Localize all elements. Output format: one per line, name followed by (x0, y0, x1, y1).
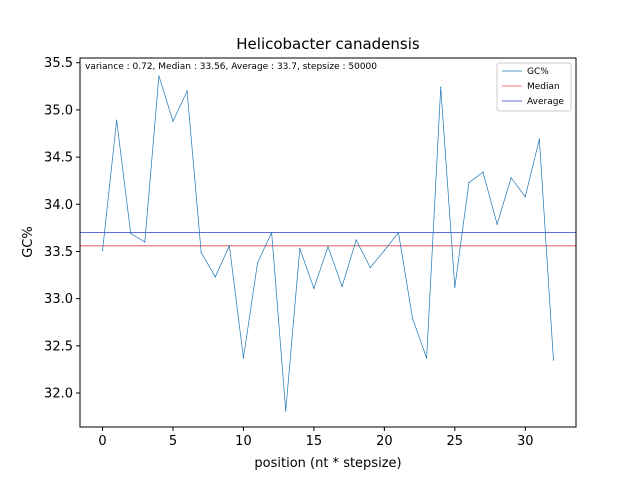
x-axis: 0 5 10 15 20 25 30 (98, 427, 534, 449)
gc-point-22 (411, 317, 414, 320)
legend-label-gc: GC% (527, 67, 549, 77)
y-axis: 32.0 32.5 33.0 33.5 34.0 34.5 35.0 35.5 (44, 56, 80, 402)
stats-annotation: variance : 0.72, Median : 33.56, Average… (85, 62, 377, 72)
y-tick-label: 35.0 (44, 103, 73, 118)
x-tick-label: 15 (306, 434, 323, 449)
gc-point-26 (468, 181, 470, 184)
legend-box (496, 62, 572, 112)
y-tick-label: 33.0 (44, 292, 73, 307)
gc-point-9 (228, 245, 230, 247)
x-tick-label: 10 (235, 434, 252, 449)
gc-point-1 (116, 119, 118, 121)
gc-point-16 (327, 246, 329, 248)
y-tick-label: 34.5 (44, 151, 73, 166)
chart-title: Helicobacter canadensis (236, 35, 420, 53)
gc-point-0 (101, 249, 104, 252)
gc-point-8 (214, 276, 216, 278)
y-tick-label: 33.5 (44, 245, 73, 260)
gc-point-31 (538, 138, 540, 140)
gc-point-12 (271, 231, 273, 234)
gc-point-10 (242, 357, 245, 359)
gc-point-24 (440, 86, 442, 88)
x-tick-label: 20 (376, 434, 393, 449)
gc-point-5 (172, 120, 174, 122)
y-tick-label: 32.0 (44, 387, 73, 402)
y-tick-label: 35.5 (44, 56, 73, 71)
plot-area (80, 75, 576, 412)
legend-label-median: Median (527, 82, 560, 92)
x-tick-label: 5 (169, 434, 177, 449)
gc-point-28 (496, 223, 498, 225)
legend: GC% Median Average (496, 62, 572, 112)
y-tick-label: 34.0 (44, 198, 73, 213)
x-tick-label: 0 (98, 434, 106, 449)
gc-point-19 (369, 266, 371, 269)
gc-point-3 (144, 241, 146, 243)
gc-point-6 (186, 90, 188, 92)
gc-point-23 (426, 357, 428, 359)
gc-point-7 (200, 251, 202, 254)
y-axis-title: GC% (21, 226, 36, 258)
gc-point-32 (552, 359, 555, 361)
gc-point-29 (510, 177, 512, 179)
gc-point-17 (341, 285, 343, 287)
legend-label-average: Average (527, 97, 564, 107)
gc-point-15 (313, 287, 315, 289)
gc-point-18 (355, 239, 357, 241)
x-tick-label: 30 (517, 434, 534, 449)
gc-point-2 (130, 232, 132, 235)
gc-point-21 (397, 231, 400, 234)
gc-point-30 (524, 196, 526, 198)
plot-frame (79, 57, 577, 428)
y-tick-label: 32.5 (44, 339, 73, 354)
gc-point-20 (383, 249, 385, 252)
x-tick-label: 25 (447, 434, 464, 449)
gc-point-14 (299, 248, 301, 250)
x-axis-title: position (nt * stepsize) (254, 456, 401, 471)
gc-point-4 (158, 75, 160, 77)
gc-point-13 (285, 410, 287, 412)
gc-point-11 (256, 262, 259, 264)
gc-point-25 (454, 286, 456, 288)
gc-point-27 (482, 171, 484, 173)
